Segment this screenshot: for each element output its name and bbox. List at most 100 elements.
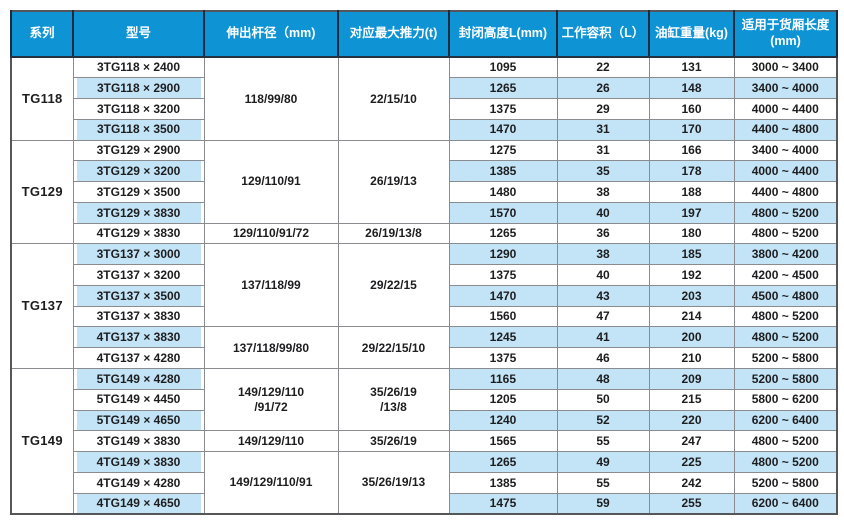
working-volume-cell: 55 (556, 471, 650, 494)
working-volume-cell: 52 (556, 409, 650, 432)
cylinder-weight-cell: 200 (648, 326, 735, 349)
table-row: 5TG149 × 4650 1240 52 220 6200 ~ 6400 (11, 409, 838, 432)
closed-height-cell: 1165 (448, 367, 558, 390)
closed-height-cell: 1245 (448, 326, 558, 349)
box-length-cell: 5200 ~ 5800 (733, 471, 838, 494)
closed-height-cell: 1095 (448, 56, 558, 79)
working-volume-cell: 38 (556, 181, 650, 203)
closed-height-cell: 1560 (448, 305, 558, 328)
table-row: TG118 3TG118 × 2400 118/99/80 22/15/10 1095 2… (10, 56, 838, 141)
model-cell: 3TG137 × 3500 (72, 284, 205, 307)
max-thrust-cell: 35/26/19 /13/8 (337, 367, 450, 432)
closed-height-cell: 1480 (448, 181, 558, 203)
header-cell-1: 型号 (72, 11, 205, 58)
working-volume-cell: 40 (556, 264, 650, 286)
working-volume-cell: 48 (556, 367, 650, 390)
max-thrust-cell: 29/22/15/10 (337, 326, 450, 369)
series-cell: TG149 (10, 367, 74, 515)
cylinder-weight-cell: 192 (648, 264, 735, 286)
working-volume-cell: 22 (556, 56, 650, 79)
model-cell: 3TG118 × 2400 (72, 56, 205, 79)
box-length-cell: 3400 ~ 4000 (733, 77, 838, 100)
table-row: 3TG129 × 3200 1385 35 178 4000 ~ 4400 (11, 160, 838, 183)
closed-height-cell: 1470 (448, 118, 558, 141)
closed-height-cell: 1265 (448, 451, 558, 473)
header-cell-2: 伸出杆径（mm) (203, 11, 339, 58)
header-cell-4: 封闭高度L(mm) (448, 11, 558, 58)
table-row: 3TG129 × 3500 1480 38 188 4400 ~ 4800 (11, 181, 838, 203)
rod-diameter-cell: 149/129/110 /91/72 (203, 367, 339, 432)
cylinder-weight-cell: 220 (648, 409, 735, 432)
cylinder-weight-cell: 131 (648, 56, 735, 79)
cylinder-weight-cell: 166 (648, 139, 735, 162)
model-cell: 3TG118 × 3200 (72, 98, 205, 120)
box-length-cell: 4800 ~ 5200 (733, 201, 838, 224)
closed-height-cell: 1205 (448, 388, 558, 411)
box-length-cell: 6200 ~ 6400 (733, 409, 838, 432)
closed-height-cell: 1565 (448, 430, 558, 453)
working-volume-cell: 35 (556, 160, 650, 183)
working-volume-cell: 49 (556, 451, 650, 473)
table-row: 4TG137 × 3830 137/118/99/80 29/22/15/10 124… (11, 326, 838, 369)
working-volume-cell: 55 (556, 430, 650, 453)
cylinder-weight-cell: 225 (648, 451, 735, 473)
max-thrust-cell: 29/22/15 (337, 243, 450, 328)
working-volume-cell: 38 (556, 243, 650, 266)
model-cell: 3TG137 × 3200 (72, 264, 205, 286)
model-cell: 3TG137 × 3830 (72, 305, 205, 328)
box-length-cell: 5200 ~ 5800 (733, 367, 838, 390)
working-volume-cell: 46 (556, 347, 650, 369)
table-row: 3TG137 × 3500 1470 43 203 4500 ~ 4800 (11, 284, 838, 307)
model-cell: 3TG118 × 3500 (72, 118, 205, 141)
table-row: TG129 3TG129 × 2900 129/110/91 26/19/13 1275… (10, 139, 838, 245)
closed-height-cell: 1240 (448, 409, 558, 432)
box-length-cell: 5200 ~ 5800 (733, 347, 838, 369)
rod-diameter-cell: 129/110/91 (203, 139, 339, 224)
closed-height-cell: 1570 (448, 201, 558, 224)
header-cell-5: 工作容积（L） (556, 11, 650, 58)
box-length-cell: 4500 ~ 4800 (733, 284, 838, 307)
closed-height-cell: 1275 (448, 139, 558, 162)
cylinder-weight-cell: 178 (648, 160, 735, 183)
max-thrust-cell: 26/19/13/8 (337, 222, 450, 245)
header-cell-3: 对应最大推力(t) (337, 11, 450, 58)
closed-height-cell: 1375 (448, 347, 558, 369)
series-cell: TG137 (10, 243, 74, 369)
cylinder-weight-cell: 180 (648, 222, 735, 245)
max-thrust-cell: 26/19/13 (337, 139, 450, 224)
cylinder-weight-cell: 242 (648, 471, 735, 494)
table-row: 3TG137 × 3200 1375 40 192 4200 ~ 4500 (11, 264, 838, 286)
max-thrust-cell: 35/26/19/13 (337, 451, 450, 515)
box-length-cell: 3000 ~ 3400 (733, 56, 838, 79)
table-row: 4TG149 × 3830 149/129/110/91 35/26/19/13 12… (11, 451, 838, 515)
closed-height-cell: 1265 (448, 77, 558, 100)
working-volume-cell: 29 (556, 98, 650, 120)
cylinder-weight-cell: 255 (648, 492, 735, 515)
working-volume-cell: 26 (556, 77, 650, 100)
box-length-cell: 4400 ~ 4800 (733, 181, 838, 203)
box-length-cell: 4800 ~ 5200 (733, 430, 838, 453)
table-row: 3TG149 × 3830 149/129/110 35/26/19 1565 55 24… (11, 430, 838, 453)
box-length-cell: 3800 ~ 4200 (733, 243, 838, 266)
rod-diameter-cell: 137/118/99 (203, 243, 339, 328)
closed-height-cell: 1375 (448, 264, 558, 286)
table-row: 4TG129 × 3830 129/110/91/72 26/19/13/8 1265… (11, 222, 838, 245)
model-cell: 4TG149 × 3830 (72, 451, 205, 473)
model-cell: 3TG129 × 3500 (72, 181, 205, 203)
model-cell: 4TG149 × 4650 (72, 492, 205, 515)
closed-height-cell: 1265 (448, 222, 558, 245)
rod-diameter-cell: 137/118/99/80 (203, 326, 339, 369)
table-header: 系列 型号 伸出杆径（mm) 对应最大推力(t) 封闭高度L(mm) 工作容积（L） 油缸重… (10, 11, 838, 58)
cylinder-weight-cell: 210 (648, 347, 735, 369)
cylinder-weight-cell: 197 (648, 201, 735, 224)
box-length-cell: 6200 ~ 6400 (733, 492, 838, 515)
model-cell: 3TG137 × 3000 (72, 243, 205, 266)
cylinder-weight-cell: 170 (648, 118, 735, 141)
closed-height-cell: 1475 (448, 492, 558, 515)
model-cell: 5TG149 × 4450 (72, 388, 205, 411)
working-volume-cell: 59 (556, 492, 650, 515)
max-thrust-cell: 22/15/10 (337, 56, 450, 141)
series-cell: TG129 (10, 139, 74, 245)
model-cell: 3TG129 × 3200 (72, 160, 205, 183)
table-row: 4TG149 × 4650 1475 59 255 6200 ~ 6400 (11, 492, 838, 515)
